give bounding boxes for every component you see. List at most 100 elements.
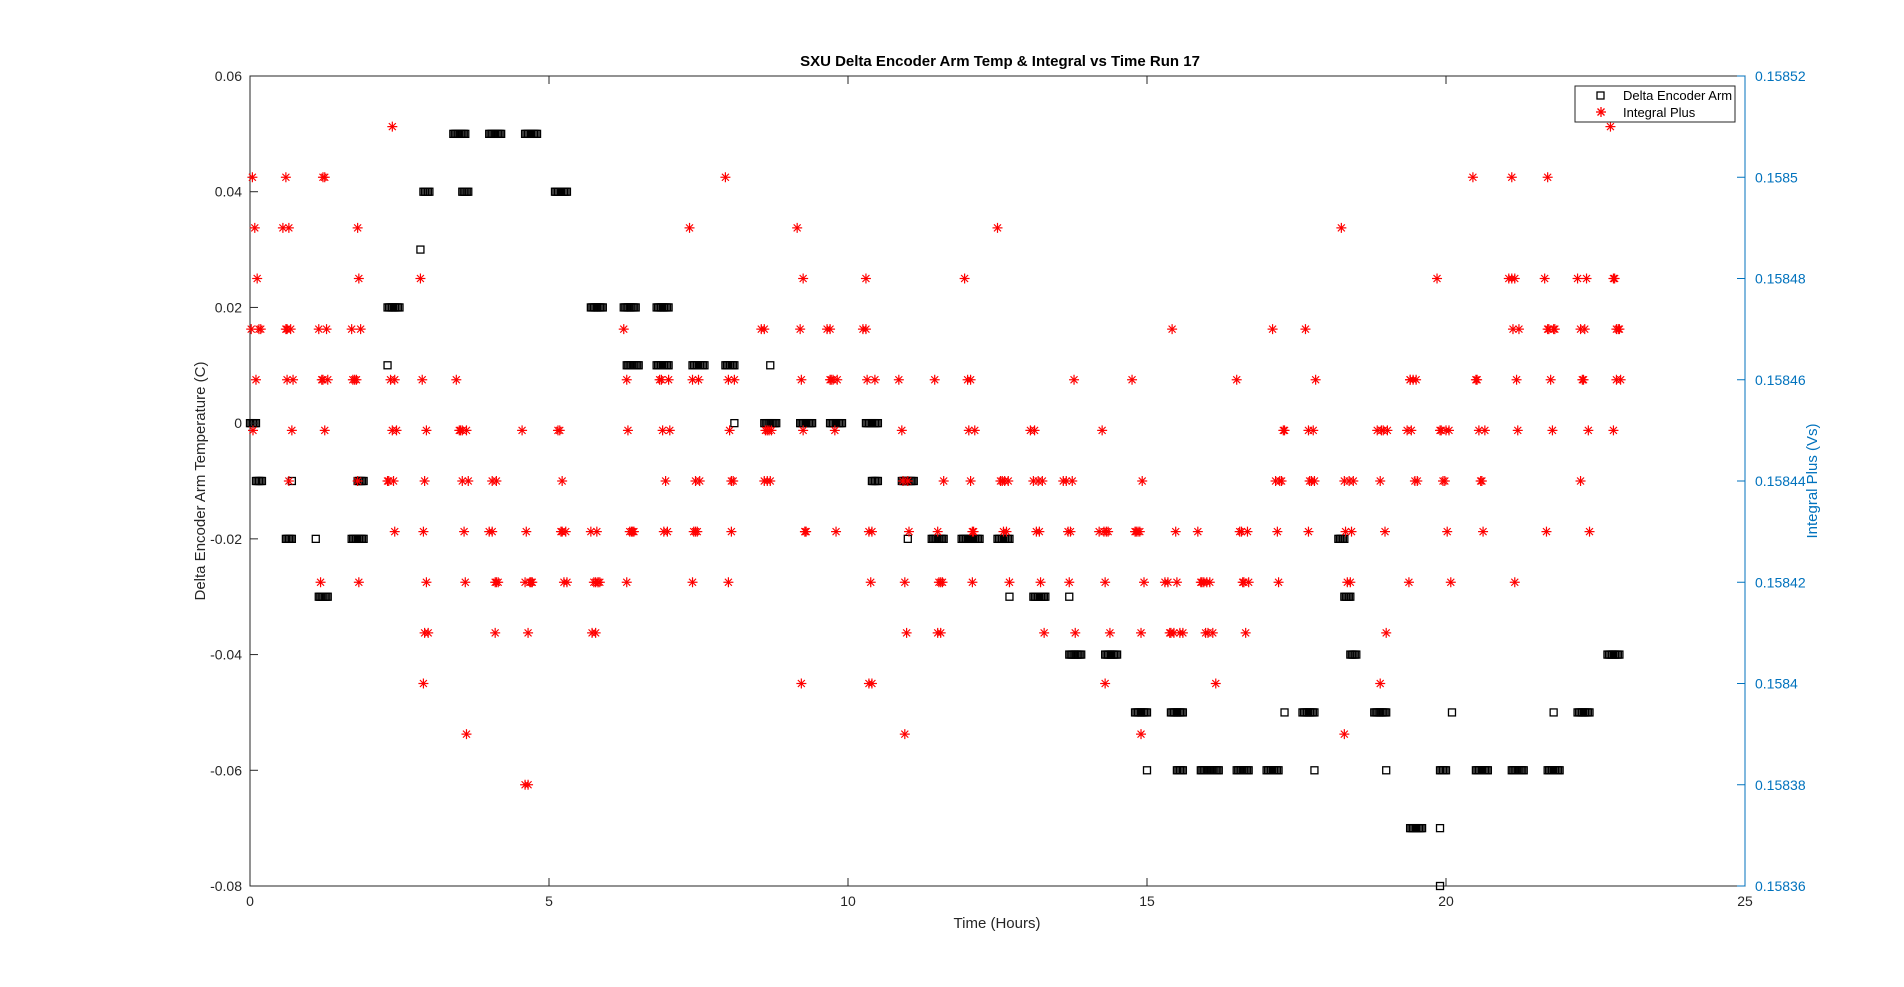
data-point-asterisk: [1309, 476, 1320, 486]
data-point-asterisk: [1067, 476, 1078, 486]
data-point-asterisk: [938, 476, 949, 486]
data-point-asterisk: [1064, 577, 1075, 588]
data-point-square: [939, 534, 948, 544]
data-point-square: [873, 476, 883, 486]
integral-plus-series: [246, 121, 1626, 790]
data-point-asterisk: [937, 577, 948, 588]
data-point-square: [1555, 766, 1564, 775]
data-point-asterisk: [1507, 324, 1518, 335]
data-point-asterisk: [1539, 273, 1550, 284]
data-point-asterisk: [277, 222, 288, 233]
data-point-square: [975, 534, 984, 544]
y2-tick-label: 0.15836: [1755, 878, 1806, 894]
data-point-asterisk: [865, 577, 876, 588]
data-point-asterisk: [729, 374, 740, 385]
data-point-asterisk: [1137, 476, 1148, 486]
data-point-square: [1310, 708, 1319, 717]
data-point-asterisk: [1380, 526, 1391, 537]
data-point-asterisk: [663, 374, 674, 385]
y2-tick-label: 0.1584: [1755, 676, 1798, 692]
y-tick-label: 0: [234, 415, 242, 431]
data-point-square: [497, 129, 506, 139]
data-point-asterisk: [463, 476, 474, 486]
data-point-asterisk: [968, 526, 979, 537]
data-point-square: [631, 303, 640, 312]
data-point-square: [1352, 650, 1361, 659]
y-tick-label: -0.08: [210, 878, 242, 894]
data-point-asterisk: [593, 577, 604, 588]
data-point-asterisk: [418, 526, 429, 537]
y2-tick-label: 0.15846: [1755, 372, 1806, 388]
data-point-asterisk: [387, 121, 398, 132]
data-point-asterisk: [860, 324, 871, 335]
data-point-asterisk: [1549, 324, 1560, 335]
data-point-asterisk: [1243, 577, 1254, 588]
data-point-asterisk: [1375, 678, 1386, 689]
data-point-asterisk: [315, 577, 326, 588]
legend: Delta Encoder Arm Integral Plus: [1574, 85, 1736, 123]
data-point-asterisk: [720, 172, 731, 183]
data-point-asterisk: [1542, 172, 1553, 183]
data-point-asterisk: [1100, 577, 1111, 588]
data-point-square: [532, 129, 542, 139]
data-point-asterisk: [869, 374, 880, 385]
data-point-asterisk: [1509, 577, 1520, 588]
data-point-asterisk: [561, 577, 572, 588]
data-point-asterisk: [418, 678, 429, 689]
data-point-asterisk: [1136, 627, 1147, 638]
data-point-asterisk: [1375, 476, 1386, 486]
data-point-asterisk: [1611, 374, 1622, 385]
legend-label-integral-plus: Integral Plus: [1623, 105, 1696, 120]
data-point-asterisk: [1608, 425, 1619, 436]
data-point-asterisk: [866, 678, 877, 689]
data-point-asterisk: [825, 374, 836, 385]
data-point-asterisk: [1346, 526, 1357, 537]
y-axis-title: Delta Encoder Arm Temperature (C): [192, 362, 209, 601]
legend-marker-asterisk: [1596, 107, 1606, 117]
data-point-square: [1382, 708, 1391, 717]
data-point-asterisk: [899, 729, 910, 740]
data-point-asterisk: [517, 425, 528, 436]
data-point-asterisk: [759, 324, 770, 335]
data-point-asterisk: [352, 476, 363, 486]
data-point-asterisk: [1403, 577, 1414, 588]
data-point-asterisk: [1432, 273, 1443, 284]
data-point-square: [1077, 650, 1086, 659]
data-point-square: [311, 534, 320, 544]
data-point-asterisk: [487, 526, 498, 537]
y2-tick-label: 0.15838: [1755, 777, 1806, 793]
data-point-square: [461, 129, 470, 139]
data-point-square: [416, 245, 425, 254]
data-point-asterisk: [523, 627, 534, 638]
data-point-asterisk: [1303, 526, 1314, 537]
data-point-asterisk: [283, 476, 294, 486]
data-point-square: [634, 361, 643, 370]
data-point-asterisk: [825, 324, 836, 335]
data-point-square: [1549, 708, 1558, 717]
data-point-square: [1441, 766, 1451, 775]
data-point-asterisk: [1170, 526, 1181, 537]
data-point-asterisk: [1272, 526, 1283, 537]
data-point-asterisk: [417, 374, 428, 385]
data-point-asterisk: [965, 476, 976, 486]
data-point-square: [1112, 650, 1122, 659]
data-point-asterisk: [621, 374, 632, 385]
data-point-asterisk: [1039, 627, 1050, 638]
data-point-asterisk: [726, 476, 737, 486]
data-point-asterisk: [1579, 324, 1590, 335]
data-point-square: [772, 418, 781, 428]
data-point-asterisk: [660, 476, 671, 486]
data-point-asterisk: [1339, 729, 1350, 740]
data-point-asterisk: [1100, 678, 1111, 689]
data-point-asterisk: [1381, 627, 1392, 638]
data-point-asterisk: [1348, 476, 1359, 486]
data-point-square: [464, 187, 473, 196]
data-point-asterisk: [1004, 577, 1015, 588]
data-point-asterisk: [1001, 526, 1012, 537]
data-point-asterisk: [346, 324, 357, 335]
data-point-asterisk: [766, 425, 777, 436]
data-point-asterisk: [902, 476, 913, 486]
data-point-asterisk: [249, 222, 260, 233]
data-point-asterisk: [724, 425, 735, 436]
data-point-asterisk: [1035, 577, 1046, 588]
